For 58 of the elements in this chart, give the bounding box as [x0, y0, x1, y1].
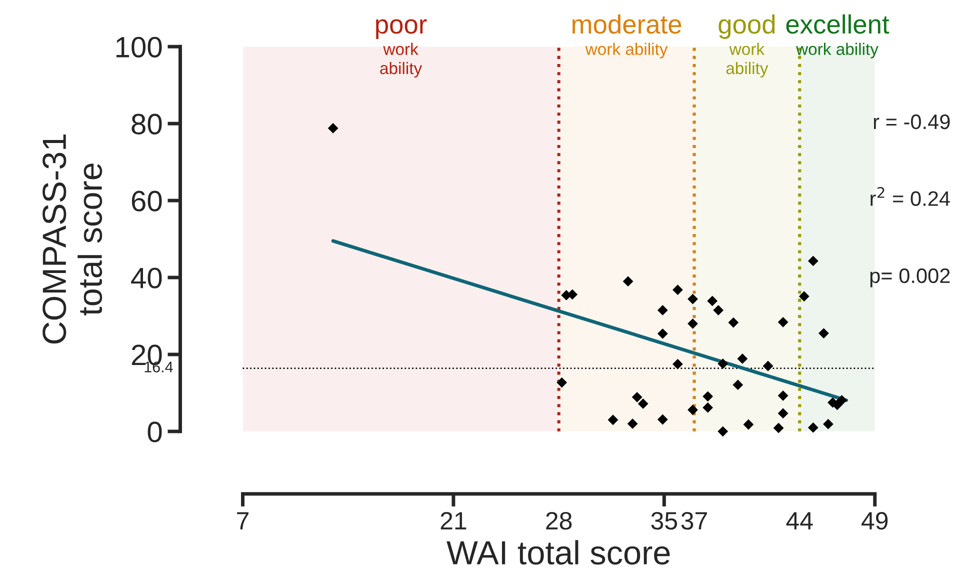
- point: [657, 328, 668, 339]
- band-label: excellent work ability: [786, 14, 890, 58]
- point: [622, 276, 634, 287]
- point: [556, 377, 568, 388]
- band-label: good work ability: [718, 14, 775, 78]
- point: [808, 422, 818, 433]
- y-tick-label: 100: [116, 36, 162, 58]
- x-tick-label: 7: [237, 512, 248, 530]
- point: [836, 395, 847, 406]
- point: [718, 358, 728, 369]
- y-axis-title: COMPASS-31 total score: [42, 134, 102, 344]
- point: [808, 256, 818, 266]
- annotation: p= 0.002: [870, 268, 950, 288]
- x-tick-label: 21: [440, 512, 466, 530]
- point: [728, 317, 739, 328]
- point: [638, 398, 648, 409]
- point: [818, 328, 829, 338]
- x-axis-title: WAI total score: [446, 540, 670, 565]
- point: [778, 408, 788, 419]
- x-tick-label: 28: [546, 512, 572, 530]
- point: [702, 391, 714, 402]
- point: [732, 380, 744, 390]
- point: [657, 414, 668, 425]
- point: [718, 426, 728, 437]
- point: [608, 414, 618, 426]
- point: [688, 318, 698, 329]
- point: [798, 291, 810, 302]
- x-tick-label: 44: [786, 512, 813, 530]
- band-label: poor work ability: [376, 19, 427, 78]
- point: [627, 418, 638, 429]
- y-tick-label: 0: [148, 422, 162, 442]
- band-label: moderate work ability: [572, 14, 682, 58]
- point: [778, 316, 788, 328]
- point: [672, 358, 683, 370]
- y-tick-label: 60: [132, 190, 162, 212]
- point: [688, 294, 698, 304]
- x-tick-label: 37: [681, 512, 707, 530]
- point: [567, 289, 578, 300]
- point: [657, 305, 668, 316]
- x-tick-label: 49: [862, 512, 888, 530]
- point: [707, 296, 718, 306]
- point: [632, 392, 642, 402]
- point: [823, 418, 834, 430]
- point: [743, 419, 754, 430]
- point: [773, 422, 784, 434]
- x-tick-label: 35: [651, 512, 678, 530]
- annotation: r$^{2}$ = 0.24: [870, 186, 950, 206]
- point: [713, 305, 724, 316]
- point: [672, 284, 683, 296]
- y-tick-label: 40: [131, 268, 162, 288]
- point: [328, 123, 338, 134]
- point: [737, 354, 748, 364]
- y-tick-label: 80: [132, 114, 162, 134]
- point: [762, 360, 774, 372]
- point: [778, 390, 788, 401]
- point: [702, 402, 714, 413]
- point: [688, 404, 698, 416]
- annotation: r = -0.49: [874, 114, 950, 130]
